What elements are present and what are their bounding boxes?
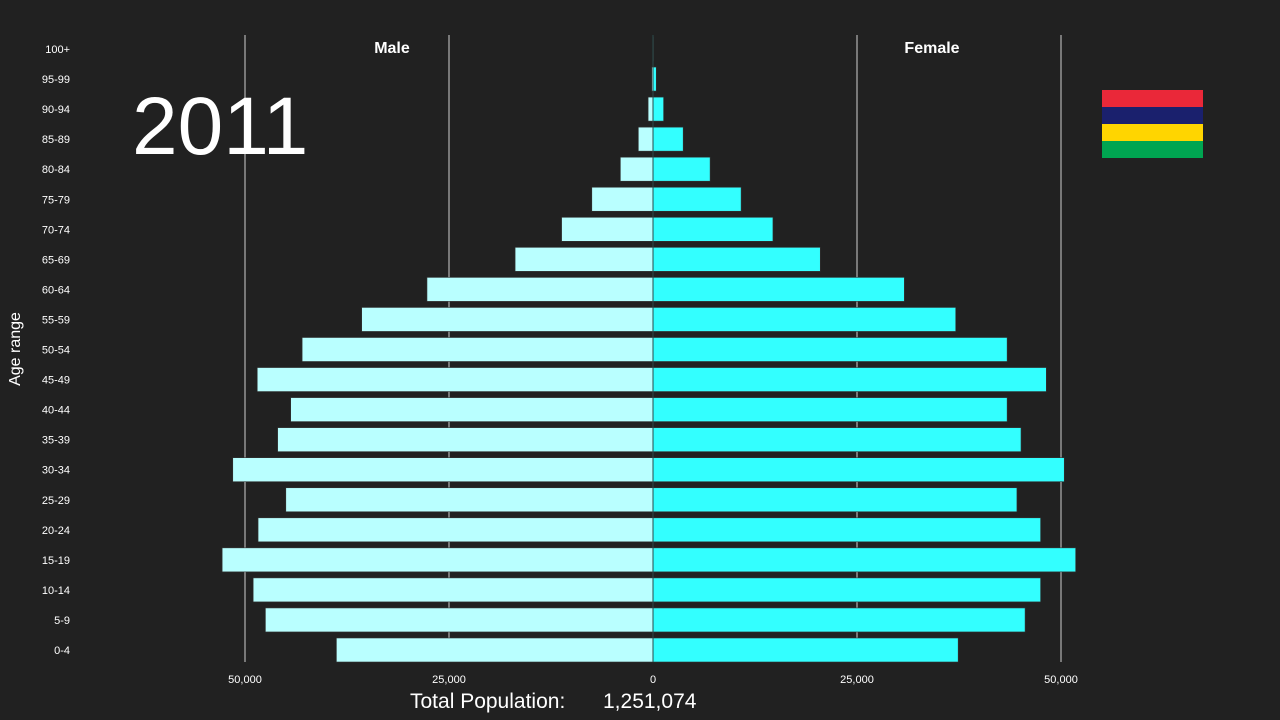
male-bar [265,607,654,633]
x-tick-label: 25,000 [840,674,874,686]
female-bar [652,487,1018,513]
y-tick-label: 25-29 [42,495,70,507]
y-tick-label: 15-19 [42,555,70,567]
female-bar [652,186,742,212]
y-tick-label: 45-49 [42,375,70,387]
male-bar [561,217,654,242]
y-tick-label: 100+ [45,44,70,56]
female-bar [652,547,1076,573]
y-tick-label: 75-79 [42,194,70,206]
country-flag [1102,90,1203,158]
male-bar [426,277,654,302]
y-axis-label: Age range [7,312,24,386]
series-label-male: Male [374,40,410,57]
x-tick-label: 50,000 [1044,674,1078,686]
female-bar [652,457,1065,483]
y-tick-label: 35-39 [42,435,70,447]
female-bar [652,217,774,242]
male-bar [591,186,654,212]
x-tick-label: 0 [650,674,656,686]
y-tick-label: 90-94 [42,104,70,116]
female-bar [652,277,905,302]
year-label: 2011 [132,81,309,172]
y-tick-label: 55-59 [42,314,70,326]
male-bar [221,547,654,573]
flag-stripe [1102,124,1203,141]
male-bar [285,487,654,513]
x-tick-label: 25,000 [432,674,466,686]
female-bar [652,517,1041,543]
female-bar [652,397,1008,422]
male-bar [647,96,654,122]
female-bar [652,427,1022,452]
female-bar [652,307,957,332]
male-bar [252,577,654,603]
male-bar [277,427,654,452]
total-population-value: 1,251,074 [603,690,697,713]
series-label-female: Female [904,40,959,57]
y-tick-label: 80-84 [42,164,70,176]
y-tick-label: 20-24 [42,525,70,537]
male-bar [232,457,654,483]
y-tick-label: 85-89 [42,134,70,146]
y-tick-label: 50-54 [42,345,70,357]
y-tick-label: 30-34 [42,465,70,477]
male-bar [301,337,654,362]
male-bar [361,307,654,332]
y-tick-label: 70-74 [42,224,70,236]
y-tick-label: 60-64 [42,284,70,296]
male-bar [514,247,654,272]
y-tick-label: 65-69 [42,254,70,266]
flag-stripe [1102,141,1203,158]
y-tick-label: 95-99 [42,74,70,86]
female-bar [652,637,959,663]
male-bar [290,397,654,422]
male-bar [336,637,654,663]
female-bar [652,96,664,122]
female-bar [652,607,1026,633]
y-tick-label: 10-14 [42,585,70,597]
female-bar [652,126,684,152]
female-bar [652,577,1041,603]
y-tick-label: 0-4 [54,645,70,657]
female-bar [652,337,1008,362]
male-bar [638,126,654,152]
y-tick-label: 40-44 [42,405,70,417]
male-bar [256,367,654,392]
x-tick-label: 50,000 [228,674,262,686]
total-population-label: Total Population: [410,690,566,713]
female-bar [652,367,1047,392]
flag-stripe [1102,90,1203,107]
male-bar [257,517,654,543]
y-tick-label: 5-9 [54,615,70,627]
flag-stripe [1102,107,1203,124]
female-bar [652,247,821,272]
male-bar [620,156,654,182]
female-bar [652,156,711,182]
